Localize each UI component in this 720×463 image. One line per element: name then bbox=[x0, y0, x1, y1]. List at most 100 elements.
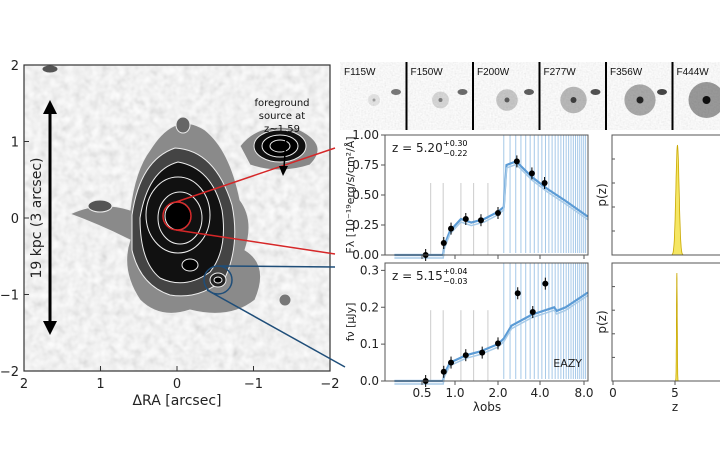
photometry-point bbox=[495, 210, 501, 216]
photometry-point bbox=[514, 290, 521, 297]
y-tick-label: 1.00 bbox=[352, 128, 379, 142]
foreground-source bbox=[391, 89, 401, 95]
x-tick-label: 0.5 bbox=[412, 386, 431, 400]
sed-panel-1: 0.0 0.1 0.2 0.3 z = 5.15 +0.04−0.03 fν [μJy] 0.… bbox=[344, 262, 594, 414]
stamp-f200w: F200W bbox=[472, 62, 540, 130]
stamp-f444w: F444W bbox=[671, 62, 720, 130]
photometry-point bbox=[477, 217, 484, 224]
axes-frame bbox=[384, 262, 589, 382]
photometry-point bbox=[528, 170, 535, 177]
stamp-image bbox=[672, 62, 720, 130]
redshift-upper-error: +0.30 bbox=[443, 139, 468, 148]
x-tick-label: 0 bbox=[173, 377, 181, 392]
x-tick-label: −1 bbox=[244, 377, 263, 392]
y-tick-label: 0.00 bbox=[352, 248, 379, 262]
axes-frame bbox=[611, 262, 720, 382]
stamp-label: F200W bbox=[477, 67, 510, 78]
y-axis-label: fν [μJy] bbox=[344, 303, 357, 342]
redshift-lower-error: −0.03 bbox=[443, 277, 468, 286]
x-axis-label: λobs bbox=[473, 400, 501, 414]
stamp-image bbox=[406, 62, 473, 130]
photometry-point bbox=[448, 225, 455, 232]
pz-panel-0: p(z) bbox=[595, 134, 720, 256]
pz-curve bbox=[675, 272, 679, 382]
x-tick-label: 2 bbox=[20, 377, 28, 392]
image-xlabel: ΔRA [arcsec] bbox=[132, 393, 221, 409]
legend-label: EAZY bbox=[553, 357, 582, 370]
y-axis-label: p(z) bbox=[595, 310, 609, 333]
stamp-f277w: F277W bbox=[538, 62, 606, 130]
foreground-source bbox=[524, 89, 534, 95]
blue-aperture bbox=[203, 265, 233, 295]
y-tick-label: 1 bbox=[11, 136, 19, 151]
stamp-label: F150W bbox=[411, 67, 444, 78]
pz-curve bbox=[669, 144, 686, 256]
annotation-arrow bbox=[283, 136, 287, 169]
annotation-line: foreground bbox=[254, 98, 309, 109]
blue-connector-top bbox=[219, 265, 336, 268]
photometry-point bbox=[440, 240, 447, 246]
y-tick-label: −2 bbox=[0, 365, 19, 380]
x-tick-label: −2 bbox=[320, 377, 339, 392]
x-tick-label: 4.0 bbox=[530, 386, 549, 400]
x-tick-label: 0 bbox=[609, 386, 617, 400]
galaxy-core bbox=[504, 97, 510, 103]
stamp-f150w: F150W bbox=[405, 62, 473, 130]
y-tick-label: 0.75 bbox=[352, 158, 379, 172]
x-tick-label: 5 bbox=[671, 386, 679, 400]
stamp-f356w: F356W bbox=[605, 62, 673, 130]
foreground-source bbox=[457, 89, 468, 95]
image-panel: 19 kpc (3 arcsec) foreground source at z… bbox=[0, 59, 346, 409]
photometry-point bbox=[541, 180, 548, 186]
galaxy-core bbox=[636, 96, 644, 104]
stamp-label: F115W bbox=[344, 67, 376, 78]
annotation-line: source at bbox=[259, 111, 306, 122]
galaxy-core bbox=[372, 98, 376, 102]
arrow-down-icon bbox=[279, 166, 288, 176]
photometry-point bbox=[448, 359, 455, 366]
axes-frame bbox=[611, 134, 720, 256]
red-connector-top bbox=[175, 147, 336, 203]
model-sed-band bbox=[394, 163, 589, 259]
foreground-source bbox=[657, 89, 667, 95]
galaxy-blob bbox=[432, 91, 449, 109]
foreground-source bbox=[590, 89, 601, 95]
y-tick-label: 0.50 bbox=[352, 188, 379, 202]
filter-stamps: F115W F150W F200W F277W F356W F444W bbox=[340, 62, 720, 130]
sed-panels: 0.00 0.25 0.50 0.75 1.00 z = 5.20 +0.30−0.22 Fλ… bbox=[344, 128, 594, 414]
y-tick-label: −1 bbox=[0, 289, 19, 304]
y-tick-label: 0.1 bbox=[360, 337, 379, 351]
red-connector-bottom bbox=[175, 229, 336, 255]
photometry-point bbox=[462, 352, 469, 359]
y-axis-label: p(z) bbox=[595, 183, 609, 206]
stamp-label: F356W bbox=[610, 67, 643, 78]
stamp-image bbox=[539, 62, 606, 130]
redshift-lower-error: −0.22 bbox=[443, 149, 468, 158]
stamp-f115w: F115W bbox=[340, 62, 407, 130]
x-axis-label: z bbox=[672, 400, 678, 414]
y-axis-label: Fλ [10⁻¹⁹erg/s/cm²/Å] bbox=[344, 136, 357, 253]
photometry-point bbox=[529, 309, 536, 316]
stamp-label: F444W bbox=[677, 67, 710, 78]
sed-panel-0: 0.00 0.25 0.50 0.75 1.00 z = 5.20 +0.30−0.22 Fλ… bbox=[344, 128, 589, 262]
galaxy-core bbox=[702, 96, 711, 104]
x-tick-label: 8.0 bbox=[574, 386, 593, 400]
stamp-image bbox=[340, 62, 407, 130]
x-tick-label: 2.0 bbox=[488, 386, 507, 400]
pz-panel-1: p(z) 0 5z bbox=[595, 262, 720, 414]
galaxy-blob bbox=[368, 94, 380, 106]
photometry-point bbox=[542, 280, 549, 287]
photometry-point bbox=[462, 216, 469, 222]
y-tick-label: 2 bbox=[11, 59, 19, 74]
photometry-point bbox=[513, 158, 520, 165]
y-tick-label: 0.25 bbox=[352, 218, 379, 232]
scale-bar-label: 19 kpc (3 arcsec) bbox=[29, 157, 45, 278]
pz-panels: p(z) p(z) 0 5z bbox=[595, 134, 720, 414]
blue-connector-bottom bbox=[206, 289, 346, 368]
y-tick-label: 0.2 bbox=[360, 300, 379, 314]
arrow-down-icon bbox=[43, 321, 57, 335]
arrow-up-icon bbox=[43, 100, 57, 114]
y-tick-label: 0.3 bbox=[360, 263, 379, 277]
